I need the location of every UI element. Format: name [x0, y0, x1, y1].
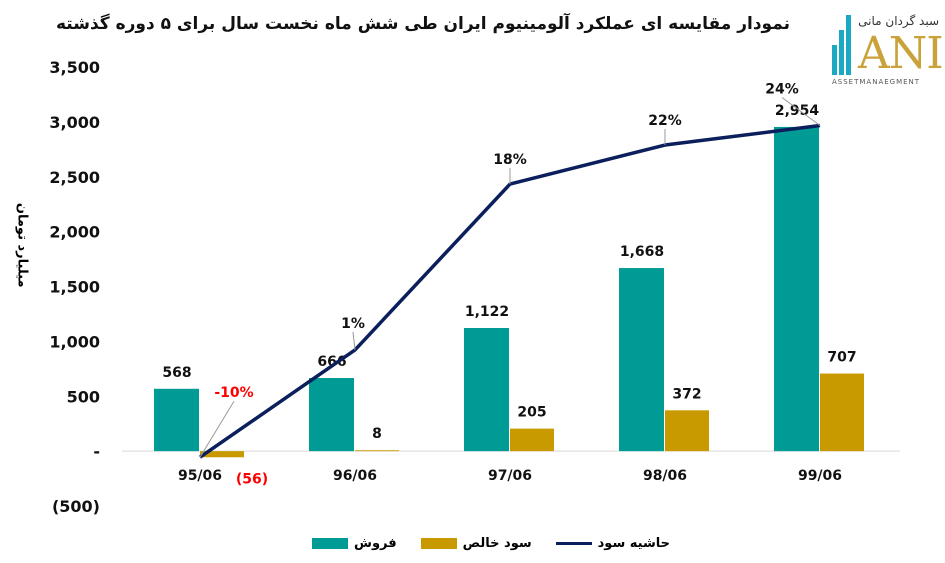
legend-label: فروش — [354, 536, 397, 551]
leader-line — [781, 97, 821, 126]
logo-subtitle: ASSETMANAEGMENT — [832, 78, 921, 86]
data-label-net-profit: 372 — [672, 386, 701, 402]
bar-sales — [154, 388, 199, 452]
x-tick-label: 99/06 — [798, 468, 842, 484]
logo: سبد گردان مانی ANI ASSETMANAEGMENT — [828, 12, 944, 87]
x-tick-label: 96/06 — [333, 468, 377, 484]
legend-label: سود خالص — [462, 536, 532, 551]
data-label-net-profit: 205 — [517, 405, 546, 421]
data-label-sales: 1,122 — [465, 304, 509, 320]
y-tick-label: (500) — [52, 497, 100, 516]
y-tick-label: 3,500 — [49, 58, 100, 77]
legend-item-sales: فروش — [312, 536, 397, 551]
data-label-net-profit: (56) — [236, 471, 268, 487]
x-tick-label: 98/06 — [643, 468, 687, 484]
legend-line — [555, 542, 592, 545]
logo-bar — [846, 15, 851, 75]
legend-item-margin: حاشیه سود — [555, 536, 670, 551]
data-label-margin: -10% — [214, 385, 253, 401]
legend-label: حاشیه سود — [597, 536, 670, 551]
x-tick-label: 97/06 — [488, 468, 532, 484]
data-label-sales: 568 — [162, 365, 191, 381]
bar-net-profit — [510, 428, 554, 452]
bar-sales — [619, 268, 664, 452]
data-label-sales: 2,954 — [775, 103, 820, 119]
line-profit-margin — [199, 123, 821, 459]
bar-net-profit — [355, 450, 399, 452]
logo-text: سبد گردان مانی — [858, 14, 939, 28]
data-label-margin: 1% — [341, 316, 365, 332]
leader-line — [352, 331, 356, 350]
data-label-margin: 18% — [493, 152, 527, 168]
bar-net-profit — [200, 451, 244, 458]
bar-sales — [464, 327, 509, 452]
legend-swatch — [420, 538, 457, 549]
logo-mark: ANI — [858, 28, 944, 79]
leader-line — [199, 400, 235, 458]
chart-title: نمودار مقایسه ای عملکرد آلومینیوم ایران … — [56, 14, 790, 34]
legend-item-net-profit: سود خالص — [420, 536, 532, 551]
bar-net-profit — [665, 410, 709, 452]
y-tick-label: 3,000 — [49, 113, 100, 132]
y-tick-label: - — [93, 442, 100, 461]
data-label-sales: 666 — [317, 354, 346, 370]
logo-bar — [839, 30, 844, 75]
legend-swatch — [312, 538, 348, 549]
bar-sales — [309, 378, 354, 452]
y-tick-label: 2,500 — [49, 168, 100, 187]
data-label-margin: 22% — [648, 113, 682, 129]
y-tick-label: 500 — [67, 387, 100, 406]
data-label-net-profit: 707 — [827, 350, 856, 366]
legend: فروش سود خالص حاشیه سود — [312, 536, 670, 551]
y-tick-label: 1,000 — [49, 332, 100, 351]
logo-bar — [832, 45, 837, 75]
data-label-sales: 1,668 — [620, 244, 664, 260]
y-tick-label: 1,500 — [49, 278, 100, 297]
data-label-margin: 24% — [765, 82, 799, 98]
y-tick-label: 2,000 — [49, 223, 100, 242]
data-label-net-profit: 8 — [372, 426, 382, 442]
x-tick-label: 95/06 — [178, 468, 222, 484]
bar-net-profit — [820, 373, 864, 452]
bar-sales — [774, 126, 819, 452]
